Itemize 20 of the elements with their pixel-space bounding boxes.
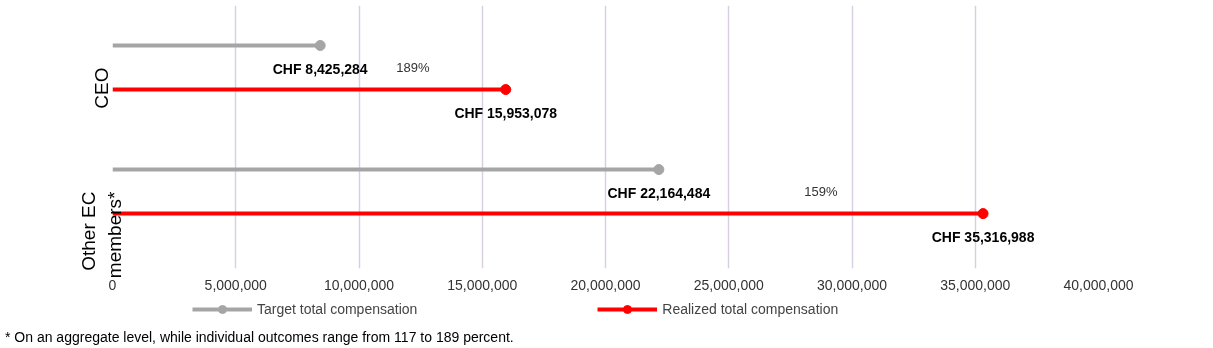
x-tick-label: 5,000,000 xyxy=(204,276,268,293)
data-label: CHF 22,164,484 xyxy=(607,184,711,201)
y-tick-label: Other EC members* xyxy=(78,190,125,279)
x-tick-label: 30,000,000 xyxy=(816,276,888,293)
x-tick-label: 35,000,000 xyxy=(940,276,1011,293)
annotation: 159% xyxy=(804,184,839,200)
x-tick-label: 0 xyxy=(108,276,117,293)
x-tick-label: 15,000,000 xyxy=(447,276,518,293)
x-tick-label: 25,000,000 xyxy=(693,276,764,293)
text: * On an aggregate level, while individual outcomes range from 117 to 189 percent. xyxy=(5,328,514,347)
data-label: CHF 15,953,078 xyxy=(454,104,558,121)
x-tick-label: 40,000,000 xyxy=(1063,276,1134,293)
x-tick-label: 20,000,000 xyxy=(570,276,641,293)
annotation: 189% xyxy=(396,60,431,76)
legend-label: Target total compensation xyxy=(257,301,418,317)
y-tick-label: CEO xyxy=(91,67,112,109)
legend-label: Realized total compensation xyxy=(662,301,839,317)
x-tick-label: 10,000,000 xyxy=(323,276,395,293)
data-label: CHF 35,316,988 xyxy=(931,228,1035,245)
data-label: CHF 8,425,284 xyxy=(272,60,368,77)
